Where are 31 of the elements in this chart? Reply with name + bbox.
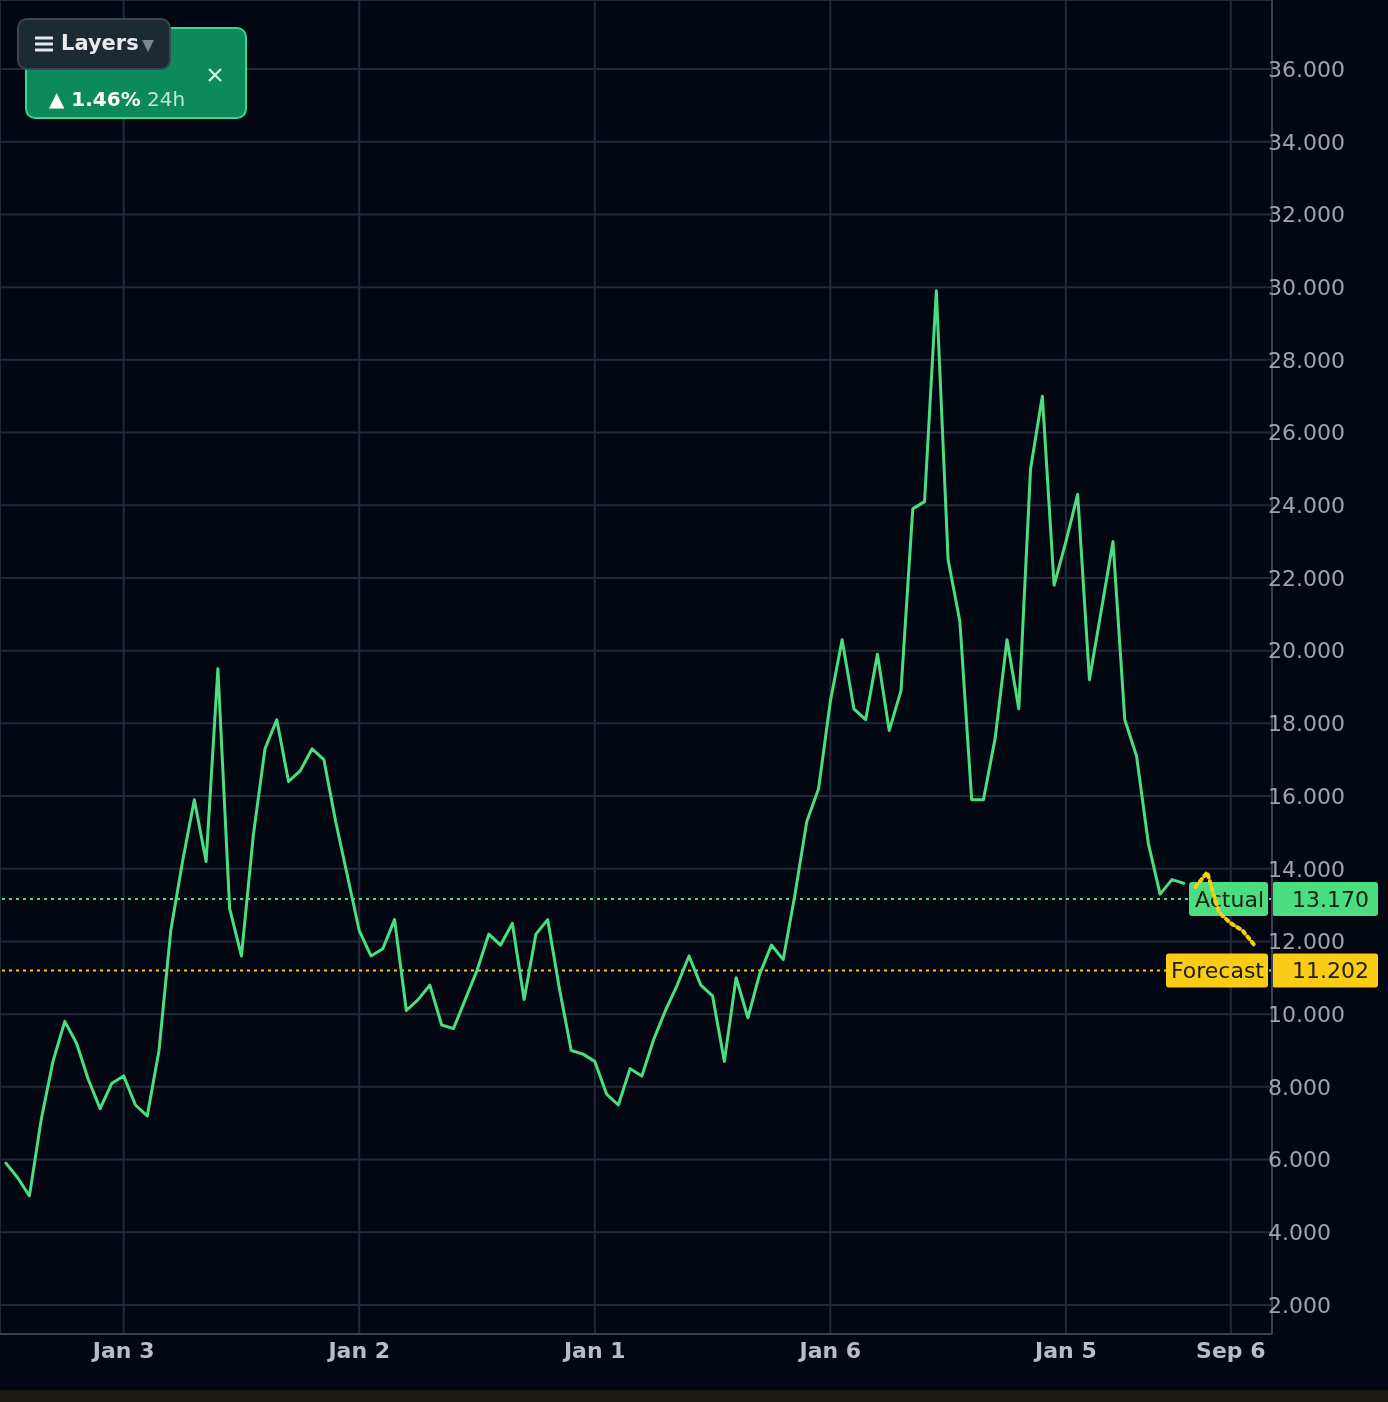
y-tick-label: 16.000 (1268, 783, 1345, 809)
y-tick-label: 20.000 (1268, 638, 1345, 664)
y-tick-label: 2.000 (1268, 1292, 1331, 1318)
y-tick-label: 24.000 (1268, 493, 1345, 519)
y-tick-label: 14.000 (1268, 856, 1345, 882)
y-tick-label: 8.000 (1268, 1074, 1331, 1100)
text: 13.170 (1292, 886, 1369, 912)
x-tick-label: Jan 3 (90, 1337, 155, 1363)
annotation: ▲ 1.46% (49, 87, 141, 111)
layers-button: Layers (17, 18, 171, 70)
y-tick-label: 30.000 (1268, 274, 1345, 300)
y-tick-label: 6.000 (1268, 1147, 1331, 1173)
y-tick-label: 22.000 (1268, 565, 1345, 591)
x-tick-label: Jan 2 (326, 1337, 391, 1363)
text: 11.202 (1292, 958, 1369, 984)
y-tick-label: 4.000 (1268, 1220, 1331, 1246)
x-tick-label: Sep 6 (1196, 1337, 1266, 1363)
annotation: 24h (147, 87, 186, 111)
y-tick-label: 10.000 (1268, 1001, 1345, 1027)
y-tick-label: 36.000 (1268, 56, 1345, 82)
x-tick-label: Jan 1 (561, 1337, 626, 1363)
y-tick-label: 32.000 (1268, 202, 1345, 228)
annotation: Layers (61, 31, 139, 55)
y-tick-label: 18.000 (1268, 711, 1345, 737)
y-tick-label: 34.000 (1268, 129, 1345, 155)
y-tick-label: 28.000 (1268, 347, 1345, 373)
x-tick-label: Jan 5 (1033, 1337, 1097, 1363)
x-tick-label: Jan 6 (797, 1337, 862, 1363)
y-tick-label: 12.000 (1268, 929, 1345, 955)
y-tick-label: 26.000 (1268, 420, 1345, 446)
ref-line-label: Forecast (1170, 958, 1265, 984)
